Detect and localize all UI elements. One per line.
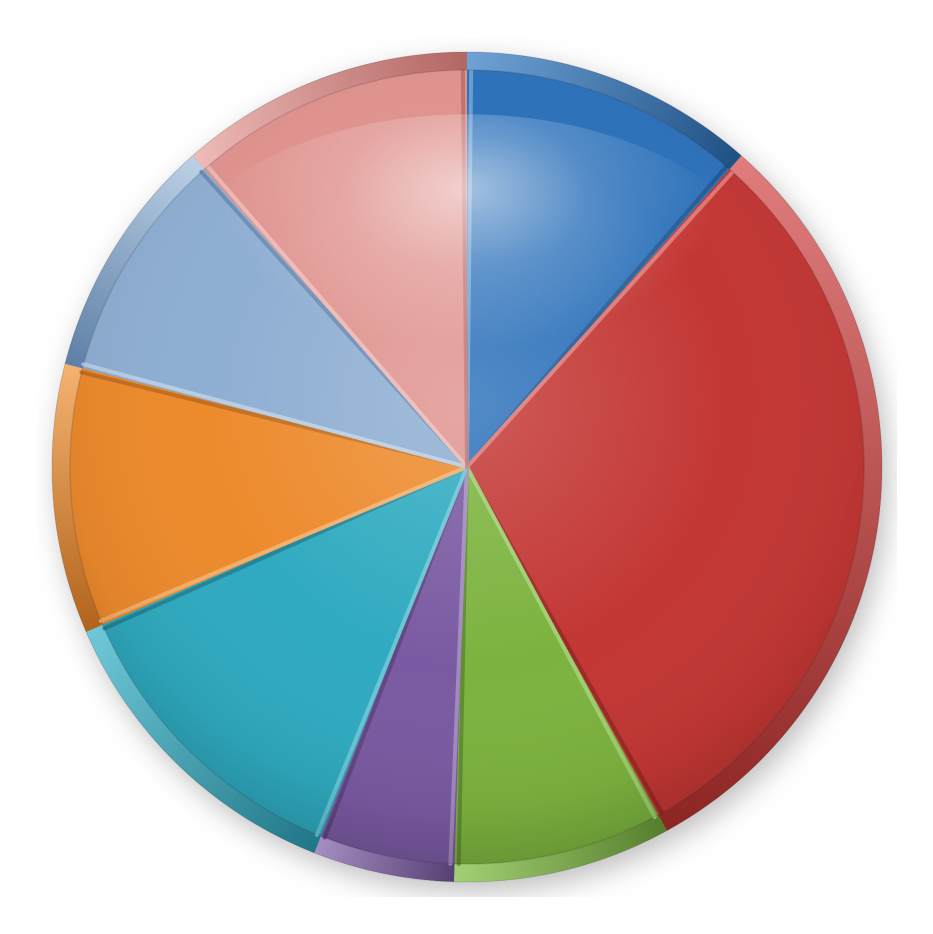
pie-chart-svg (37, 37, 897, 897)
pie-chart (37, 37, 897, 897)
pie-slices (52, 52, 882, 882)
